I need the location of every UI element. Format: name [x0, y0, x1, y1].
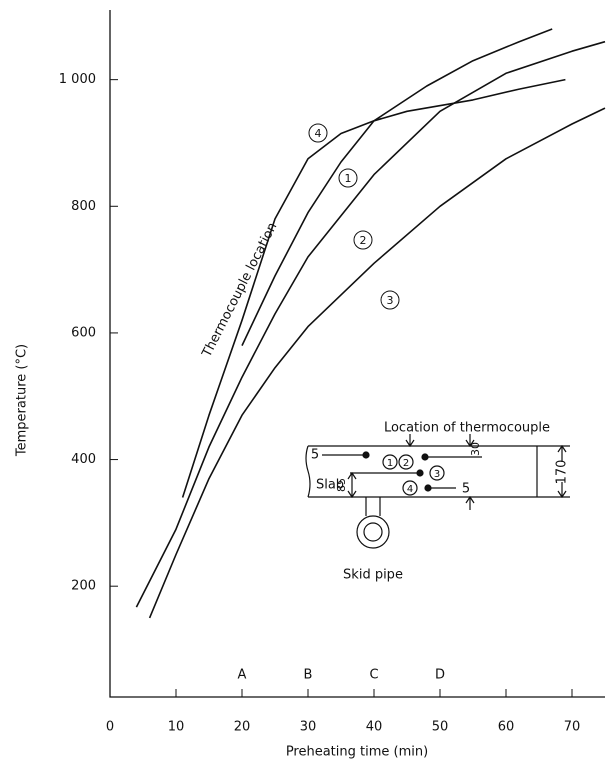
series-label: 1	[345, 172, 352, 185]
dim-label: 5	[311, 448, 319, 463]
pipe-label: Skid pipe	[343, 568, 403, 583]
series-label-circle	[308, 123, 328, 143]
y-tick-label: 800	[71, 199, 96, 214]
series-label-circle	[353, 230, 373, 250]
dot	[421, 453, 429, 461]
x-axis-label: Preheating time (min)	[286, 745, 428, 760]
dot	[424, 484, 432, 492]
point-label: 4	[407, 484, 413, 495]
y-tick-label: 200	[71, 579, 96, 594]
series-line	[241, 28, 553, 346]
pipe-stem	[365, 497, 381, 516]
series-label: 3	[387, 294, 394, 307]
series-label-circle	[380, 290, 400, 310]
y-tick-label: 400	[71, 452, 96, 467]
leader-lines	[322, 454, 482, 499]
series-line	[181, 78, 566, 498]
x-tick-label: 0	[106, 720, 114, 735]
point-label: 2	[403, 458, 409, 469]
y-tick-label: 1 000	[59, 72, 96, 87]
slab-label: Slab	[316, 478, 344, 493]
point-circle	[429, 465, 445, 481]
dot	[362, 451, 370, 459]
dim-label: 5	[462, 482, 470, 497]
x-tick-label: 10	[168, 720, 185, 735]
dim-170	[557, 444, 567, 499]
series-label: 2	[360, 234, 367, 247]
axes	[109, 10, 605, 698]
series-label-circle	[338, 168, 358, 188]
point-circle	[402, 480, 418, 496]
x-tick-label: 30	[300, 720, 317, 735]
point-circle	[398, 454, 414, 470]
series-line	[135, 40, 606, 608]
series-line	[148, 107, 606, 619]
dim-label: 30	[469, 442, 482, 456]
marker-label: B	[304, 668, 313, 683]
x-tick-label: 40	[366, 720, 383, 735]
marker-label: D	[435, 668, 445, 683]
dim-label: 85	[335, 478, 348, 492]
inset-title: Location of thermocouple	[384, 421, 550, 436]
point-label: 1	[387, 458, 393, 469]
arrows	[405, 434, 475, 510]
y-axis-label: Temperature (°C)	[15, 344, 30, 457]
marker-label: A	[238, 668, 247, 683]
dot	[416, 469, 424, 477]
x-tick-label: 70	[564, 720, 581, 735]
series-label: 4	[315, 127, 322, 140]
y-tick-label: 600	[71, 325, 96, 340]
dim-label: 170	[555, 460, 570, 485]
inset: Location of thermocouple 170 5 30 85 5 1…	[305, 421, 570, 583]
point-label: 3	[434, 469, 440, 480]
point-circle	[382, 454, 398, 470]
pipe	[363, 522, 383, 542]
slab-outline	[305, 445, 570, 498]
marker-label: C	[369, 668, 378, 683]
pipe	[356, 515, 390, 549]
x-tick-label: 50	[432, 720, 449, 735]
x-tick-label: 20	[234, 720, 251, 735]
x-tick-label: 60	[498, 720, 515, 735]
